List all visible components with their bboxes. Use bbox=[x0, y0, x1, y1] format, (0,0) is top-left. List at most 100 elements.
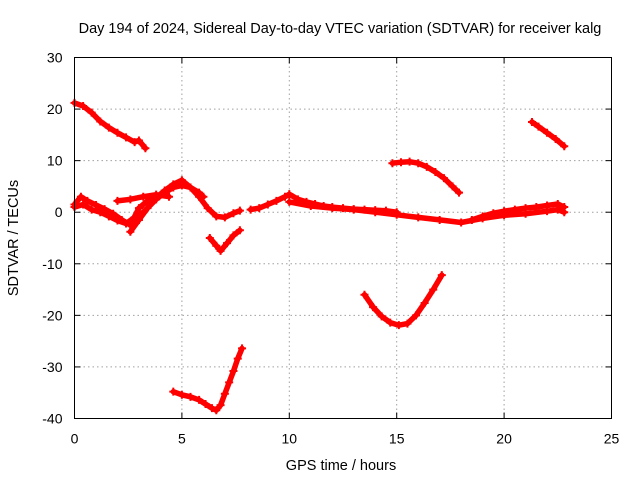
data-point bbox=[195, 188, 204, 197]
data-point bbox=[233, 354, 242, 363]
data-point bbox=[87, 205, 96, 214]
data-point bbox=[134, 136, 143, 145]
data-point bbox=[543, 128, 552, 137]
data-point bbox=[388, 159, 397, 168]
data-point bbox=[79, 101, 88, 110]
series-line bbox=[127, 182, 207, 235]
plot-frame bbox=[74, 57, 612, 419]
series-line bbox=[361, 272, 445, 328]
data-point bbox=[141, 144, 150, 153]
data-point bbox=[543, 201, 552, 210]
data-point bbox=[510, 205, 519, 214]
data-point bbox=[229, 209, 238, 218]
data-point bbox=[223, 239, 232, 248]
data-point bbox=[448, 182, 457, 191]
data-point bbox=[134, 215, 143, 224]
data-point bbox=[76, 192, 85, 201]
data-point bbox=[414, 213, 423, 222]
data-point bbox=[104, 212, 113, 221]
data-point bbox=[263, 200, 272, 209]
data-point bbox=[394, 321, 403, 330]
data-point bbox=[186, 392, 195, 401]
data-point bbox=[212, 406, 221, 415]
y-axis-label: SDTVAR / TECUs bbox=[6, 180, 22, 296]
data-point bbox=[422, 162, 431, 171]
data-point bbox=[199, 192, 208, 201]
data-point bbox=[521, 204, 530, 213]
y-tick-label: 0 bbox=[55, 204, 63, 220]
data-point bbox=[229, 231, 238, 240]
data-point bbox=[235, 206, 244, 215]
data-point bbox=[396, 158, 405, 167]
data-point bbox=[177, 390, 186, 399]
data-point bbox=[371, 208, 380, 217]
data-point bbox=[203, 204, 212, 213]
data-point bbox=[467, 215, 476, 224]
y-tick-label: -10 bbox=[42, 256, 62, 272]
data-point bbox=[560, 142, 569, 151]
data-point bbox=[412, 311, 421, 320]
data-point bbox=[113, 216, 122, 225]
series-line bbox=[207, 227, 243, 254]
data-point bbox=[220, 389, 229, 398]
data-point bbox=[235, 226, 244, 235]
data-point bbox=[360, 290, 369, 299]
x-tick-label: 20 bbox=[496, 431, 512, 447]
y-tick-label: 30 bbox=[47, 50, 63, 66]
data-point bbox=[306, 202, 315, 211]
data-point bbox=[139, 192, 148, 201]
data-point bbox=[500, 207, 509, 216]
data-point bbox=[126, 195, 135, 204]
x-axis-label: GPS time / hours bbox=[286, 458, 396, 474]
series-line bbox=[170, 345, 245, 413]
data-point bbox=[126, 227, 135, 236]
data-point bbox=[386, 318, 395, 327]
data-point bbox=[165, 192, 174, 201]
data-point bbox=[96, 208, 105, 217]
data-point bbox=[212, 212, 221, 221]
data-point bbox=[349, 205, 358, 214]
data-point bbox=[195, 395, 204, 404]
data-point bbox=[225, 378, 234, 387]
data-point bbox=[437, 271, 446, 280]
data-point bbox=[177, 181, 186, 190]
x-tick-label: 5 bbox=[178, 431, 186, 447]
data-point bbox=[113, 196, 122, 205]
data-point bbox=[328, 204, 337, 213]
data-point bbox=[79, 200, 88, 209]
data-point bbox=[281, 192, 290, 201]
data-point bbox=[229, 367, 238, 376]
data-point bbox=[122, 219, 131, 228]
data-point bbox=[435, 215, 444, 224]
y-tick-label: -40 bbox=[42, 411, 62, 427]
data-point bbox=[104, 123, 113, 132]
data-point bbox=[91, 200, 100, 209]
chart-title: Day 194 of 2024, Sidereal Day-to-day VTE… bbox=[79, 21, 602, 37]
data-point bbox=[392, 210, 401, 219]
x-tick-label: 10 bbox=[282, 431, 298, 447]
x-tick-label: 25 bbox=[604, 431, 620, 447]
data-point bbox=[457, 218, 466, 227]
data-point bbox=[255, 204, 264, 213]
data-point bbox=[431, 167, 440, 176]
data-point bbox=[216, 246, 225, 255]
data-point bbox=[201, 400, 210, 409]
data-point bbox=[186, 183, 195, 192]
data-point bbox=[478, 212, 487, 221]
data-point bbox=[122, 133, 131, 142]
data-point bbox=[377, 312, 386, 321]
series-line bbox=[469, 201, 567, 223]
data-point bbox=[369, 303, 378, 312]
data-point bbox=[405, 157, 414, 166]
data-point bbox=[553, 199, 562, 208]
data-point bbox=[130, 138, 139, 147]
data-point bbox=[152, 190, 161, 199]
data-point bbox=[207, 404, 216, 413]
data-point bbox=[534, 122, 543, 131]
grid-lines bbox=[74, 57, 612, 419]
data-point bbox=[246, 205, 255, 214]
data-point bbox=[216, 401, 225, 410]
y-tick-label: -20 bbox=[42, 307, 62, 323]
series-group bbox=[70, 98, 569, 415]
